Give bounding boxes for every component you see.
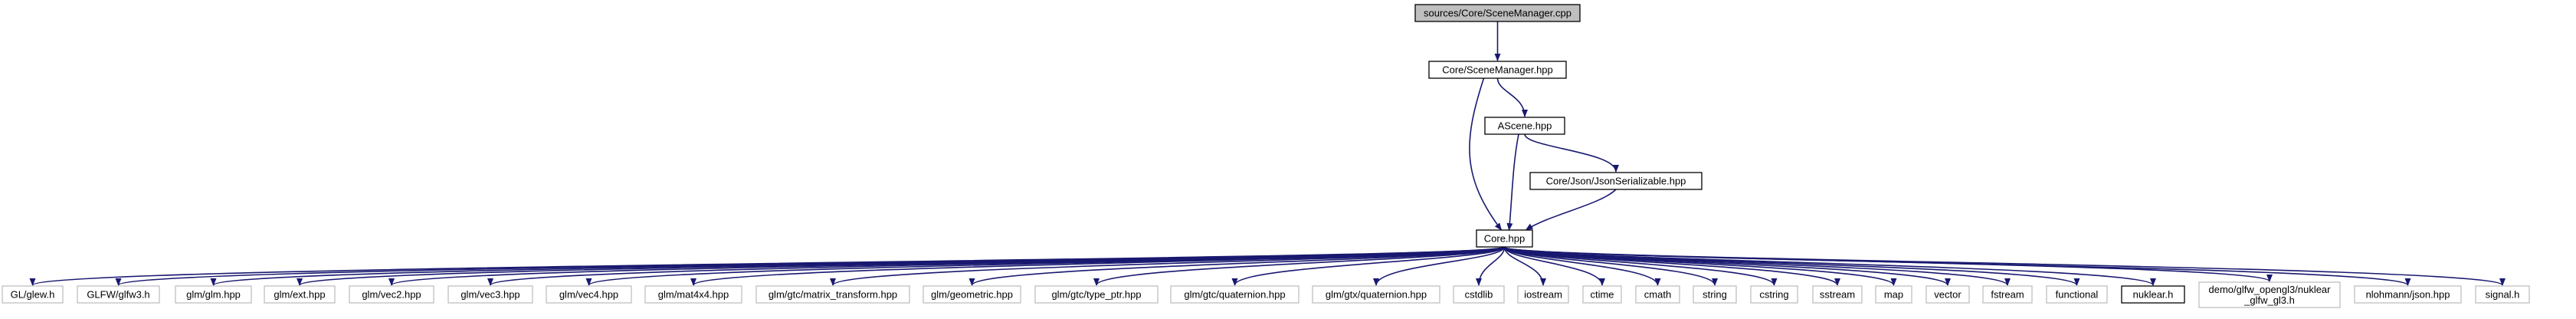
node-string: string <box>1693 286 1736 303</box>
node-label: map <box>1884 289 1903 301</box>
node-label: Core/Json/JsonSerializable.hpp <box>1546 176 1686 187</box>
node-label: signal.h <box>2486 289 2520 301</box>
node-label: nlohmann/json.hpp <box>2366 289 2450 301</box>
node-scenemanager_hpp[interactable]: Core/SceneManager.hpp <box>1429 61 1566 78</box>
node-glm_gtc_q: glm/gtc/quaternion.hpp <box>1171 286 1299 303</box>
node-label: fstream <box>1991 289 2024 301</box>
node-label: glm/vec2.hpp <box>362 289 421 301</box>
node-label: sources/Core/SceneManager.cpp <box>1424 8 1571 19</box>
node-label: sstream <box>1820 289 1855 301</box>
edge-scenemanager_hpp-to-core_hpp <box>1470 78 1502 230</box>
node-cstring: cstring <box>1751 286 1798 303</box>
node-vector: vector <box>1926 286 1969 303</box>
node-glm_vec3: glm/vec3.hpp <box>448 286 533 303</box>
node-iostream: iostream <box>1518 286 1568 303</box>
node-nuklear[interactable]: nuklear.h <box>2122 286 2184 303</box>
node-label: glm/mat4x4.hpp <box>658 289 729 301</box>
edge-scenemanager_hpp-to-ascene_hpp <box>1498 78 1526 117</box>
node-label: iostream <box>1524 289 1562 301</box>
node-label: functional <box>2056 289 2099 301</box>
node-glm_mt: glm/gtc/matrix_transform.hpp <box>756 286 909 303</box>
node-label: glm/gtc/quaternion.hpp <box>1184 289 1285 301</box>
node-label: ctime <box>1590 289 1614 301</box>
node-label: glm/vec4.hpp <box>559 289 618 301</box>
edge-ascene_hpp-to-json_hpp <box>1525 134 1616 172</box>
node-label: string <box>1703 289 1727 301</box>
node-label: glm/vec3.hpp <box>460 289 519 301</box>
node-glm_ext: glm/ext.hpp <box>264 286 335 303</box>
node-glm_geo: glm/geometric.hpp <box>923 286 1021 303</box>
node-functional: functional <box>2047 286 2107 303</box>
node-label: Core/SceneManager.hpp <box>1442 64 1553 76</box>
node-label: cmath <box>1644 289 1671 301</box>
node-fstream: fstream <box>1983 286 2032 303</box>
node-label: AScene.hpp <box>1498 120 1552 132</box>
node-label: GL/glew.h <box>11 289 55 301</box>
edge-core_hpp-to-nlohmann <box>1505 247 2408 285</box>
node-root[interactable]: sources/Core/SceneManager.cpp <box>1415 5 1580 21</box>
node-glm_mat4: glm/mat4x4.hpp <box>645 286 742 303</box>
node-label: glm/geometric.hpp <box>931 289 1013 301</box>
node-label: glm/gtx/quaternion.hpp <box>1326 289 1427 301</box>
node-glfw: GLFW/glfw3.h <box>77 286 159 303</box>
node-label: glm/ext.hpp <box>274 289 325 301</box>
node-cstdlib: cstdlib <box>1454 286 1504 303</box>
node-label: cstring <box>1759 289 1788 301</box>
node-demo_glfw: demo/glfw_opengl3/nuklear _glfw_gl3.h <box>2199 282 2340 307</box>
node-ascene_hpp[interactable]: AScene.hpp <box>1485 117 1565 134</box>
node-nlohmann: nlohmann/json.hpp <box>2355 286 2461 303</box>
node-label: vector <box>1934 289 1961 301</box>
node-cmath: cmath <box>1636 286 1680 303</box>
node-label: glm/glm.hpp <box>186 289 241 301</box>
node-glew: GL/glew.h <box>2 286 63 303</box>
node-label: Core.hpp <box>1484 233 1525 245</box>
node-core_hpp[interactable]: Core.hpp <box>1476 230 1532 247</box>
node-label: glm/gtc/matrix_transform.hpp <box>769 289 897 301</box>
node-ctime: ctime <box>1583 286 1621 303</box>
node-map: map <box>1876 286 1912 303</box>
node-glm_vec4: glm/vec4.hpp <box>546 286 631 303</box>
node-label: GLFW/glfw3.h <box>87 289 149 301</box>
node-label: cstdlib <box>1465 289 1493 301</box>
node-label: glm/gtc/type_ptr.hpp <box>1051 289 1141 301</box>
node-glm_gtx_q: glm/gtx/quaternion.hpp <box>1313 286 1440 303</box>
edge-json_hpp-to-core_hpp <box>1526 189 1617 230</box>
edge-ascene_hpp-to-core_hpp <box>1509 134 1519 230</box>
node-glm_tp: glm/gtc/type_ptr.hpp <box>1035 286 1158 303</box>
node-sstream: sstream <box>1813 286 1862 303</box>
node-label: nuklear.h <box>2133 289 2174 301</box>
node-glm_vec2: glm/vec2.hpp <box>349 286 434 303</box>
node-glm: glm/glm.hpp <box>175 286 251 303</box>
node-json_hpp[interactable]: Core/Json/JsonSerializable.hpp <box>1530 173 1702 189</box>
node-signal: signal.h <box>2476 286 2529 303</box>
